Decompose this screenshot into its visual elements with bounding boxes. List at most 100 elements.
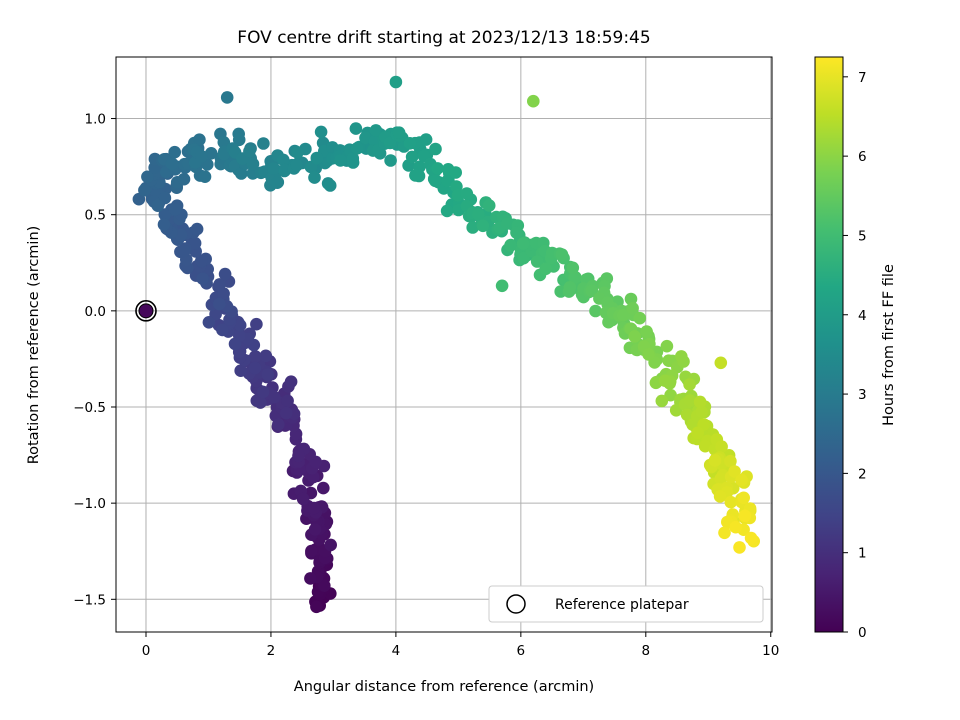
scatter-point bbox=[405, 150, 419, 164]
y-tick-label: −1.5 bbox=[73, 592, 106, 608]
scatter-point bbox=[308, 523, 322, 536]
colorbar-tick-label: 5 bbox=[858, 228, 867, 244]
scatter-point bbox=[196, 272, 209, 286]
scatter-point bbox=[658, 374, 672, 388]
scatter-point bbox=[151, 199, 165, 212]
x-axis-label: Angular distance from reference (arcmin) bbox=[294, 679, 594, 695]
scatter-point bbox=[202, 316, 216, 329]
scatter-point bbox=[527, 94, 540, 108]
colorbar bbox=[814, 56, 844, 633]
scatter-point bbox=[403, 137, 417, 150]
scatter-point bbox=[680, 408, 694, 422]
scatter-point bbox=[249, 350, 262, 363]
scatter-point bbox=[589, 304, 602, 318]
scatter-point bbox=[132, 192, 146, 206]
scatter-point bbox=[691, 426, 704, 440]
y-axis-ticks: −1.5 −1.0 −0.5 0.0 0.5 1.0 bbox=[73, 112, 116, 608]
scatter-point bbox=[718, 526, 731, 540]
scatter-point bbox=[349, 122, 363, 135]
legend-marker-icon bbox=[506, 594, 526, 614]
scatter-point bbox=[350, 142, 364, 155]
scatter-point bbox=[216, 323, 229, 337]
scatter-point bbox=[626, 301, 639, 315]
scatter-point bbox=[271, 176, 284, 189]
scatter-point bbox=[267, 162, 281, 175]
scatter-point bbox=[193, 133, 206, 146]
colorbar-tick-label: 3 bbox=[858, 387, 867, 403]
scatter-point bbox=[232, 133, 246, 147]
x-tick-label: 4 bbox=[392, 643, 401, 659]
scatter-point bbox=[563, 281, 577, 294]
scatter-point bbox=[318, 579, 331, 592]
scatter-point bbox=[713, 490, 727, 503]
scatter-point bbox=[585, 284, 599, 298]
scatter-point bbox=[157, 218, 171, 231]
scatter-point bbox=[569, 271, 582, 284]
scatter-point bbox=[305, 544, 318, 558]
y-tick-label: 1.0 bbox=[85, 112, 106, 128]
y-tick-label: −1.0 bbox=[73, 496, 106, 512]
scatter-point bbox=[628, 330, 641, 343]
scatter-point bbox=[177, 172, 191, 186]
scatter-point bbox=[566, 261, 580, 275]
scatter-point bbox=[246, 157, 260, 171]
scatter-point bbox=[384, 154, 397, 167]
scatter-point bbox=[257, 137, 270, 150]
scatter-point bbox=[190, 222, 204, 236]
scatter-point bbox=[195, 150, 208, 163]
scatter-point bbox=[476, 219, 490, 233]
scatter-point bbox=[310, 600, 323, 614]
scatter-point bbox=[243, 145, 256, 158]
scatter-point bbox=[217, 136, 231, 149]
scatter-point bbox=[259, 349, 273, 363]
scatter-point bbox=[188, 236, 202, 250]
scatter-point bbox=[539, 262, 552, 276]
scatter-point bbox=[220, 91, 234, 104]
scatter-point bbox=[737, 491, 750, 505]
scatter-point bbox=[655, 394, 669, 408]
scatter-point bbox=[429, 142, 442, 156]
scatter-point bbox=[431, 162, 444, 175]
scatter-point bbox=[729, 520, 742, 534]
scatter-point bbox=[234, 364, 247, 378]
scatter-point bbox=[714, 472, 728, 486]
scatter-point bbox=[640, 325, 653, 338]
scatter-point bbox=[324, 538, 338, 552]
scatter-point bbox=[642, 348, 655, 361]
scatter-point bbox=[284, 375, 298, 389]
legend: Reference platepar bbox=[488, 585, 764, 623]
scatter-point bbox=[198, 170, 212, 183]
legend-box bbox=[488, 585, 764, 623]
scatter-point bbox=[530, 255, 544, 268]
scatter-point bbox=[261, 368, 275, 381]
scatter-point bbox=[715, 440, 728, 453]
scatter-point bbox=[389, 75, 403, 89]
scatter-point bbox=[228, 337, 242, 351]
scatter-point bbox=[683, 394, 697, 407]
scatter-point bbox=[738, 509, 752, 523]
x-tick-label: 10 bbox=[762, 643, 779, 659]
scatter-point bbox=[233, 319, 247, 332]
scatter-point bbox=[323, 179, 337, 192]
scatter-point bbox=[633, 311, 647, 325]
scatter-point bbox=[277, 153, 290, 167]
scatter-point bbox=[158, 208, 172, 221]
reference-platepar-marker bbox=[135, 300, 157, 322]
x-tick-label: 8 bbox=[642, 643, 651, 659]
scatter-point bbox=[272, 418, 285, 431]
scatter-point bbox=[482, 199, 496, 212]
scatter-point bbox=[500, 217, 514, 230]
scatter-point bbox=[290, 159, 304, 172]
scatter-point bbox=[314, 125, 328, 139]
scatter-point bbox=[460, 187, 474, 200]
scatter-point bbox=[218, 267, 232, 281]
reference-marker-outer-ring bbox=[135, 300, 157, 322]
scatter-point bbox=[168, 145, 181, 159]
y-tick-label: 0.0 bbox=[85, 304, 106, 320]
scatter-point bbox=[256, 385, 270, 399]
colorbar-tick-label: 1 bbox=[858, 546, 867, 562]
scatter-point bbox=[204, 147, 218, 160]
scatter-point bbox=[369, 124, 383, 137]
scatter-point bbox=[472, 208, 485, 221]
